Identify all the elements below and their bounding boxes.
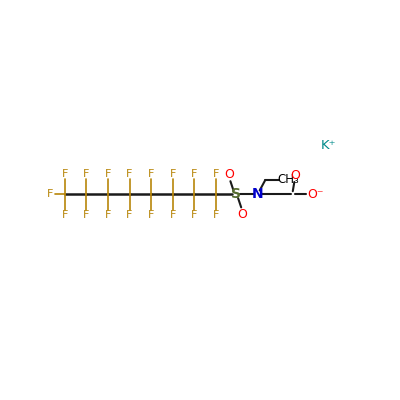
Text: F: F bbox=[170, 168, 176, 178]
Text: K⁺: K⁺ bbox=[320, 139, 336, 152]
Text: F: F bbox=[126, 168, 133, 178]
Text: F: F bbox=[148, 168, 154, 178]
Text: F: F bbox=[191, 168, 198, 178]
Text: F: F bbox=[191, 210, 198, 220]
Text: F: F bbox=[212, 168, 219, 178]
Text: O: O bbox=[237, 208, 247, 221]
Text: F: F bbox=[62, 210, 68, 220]
Text: F: F bbox=[126, 210, 133, 220]
Text: F: F bbox=[83, 168, 90, 178]
Text: F: F bbox=[47, 189, 54, 199]
Text: F: F bbox=[83, 210, 90, 220]
Text: N: N bbox=[252, 187, 263, 201]
Text: CH₃: CH₃ bbox=[277, 173, 299, 186]
Text: O⁻: O⁻ bbox=[307, 188, 323, 201]
Text: F: F bbox=[170, 210, 176, 220]
Text: F: F bbox=[212, 210, 219, 220]
Text: F: F bbox=[62, 168, 68, 178]
Text: F: F bbox=[105, 168, 111, 178]
Text: O: O bbox=[225, 168, 234, 181]
Text: F: F bbox=[148, 210, 154, 220]
Text: S: S bbox=[231, 187, 241, 201]
Text: O: O bbox=[290, 168, 300, 182]
Text: F: F bbox=[105, 210, 111, 220]
